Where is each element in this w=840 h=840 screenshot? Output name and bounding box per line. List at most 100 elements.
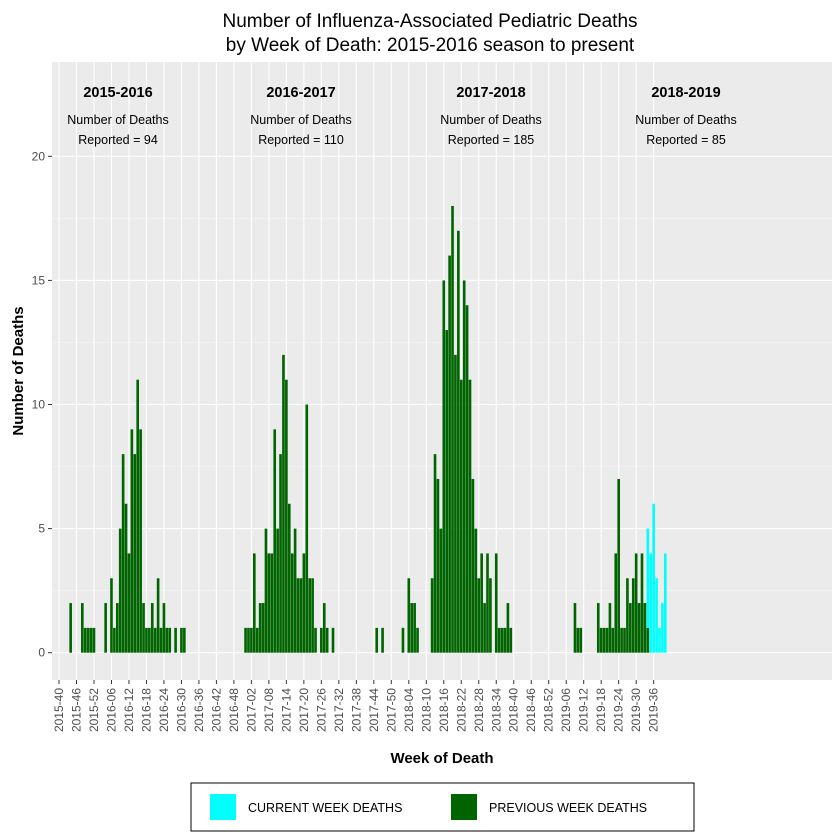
bar-previous-week [180, 627, 183, 653]
legend-box [190, 782, 695, 832]
bar-previous-week [83, 627, 87, 653]
bar-previous-week [92, 627, 96, 653]
y-tick-label: 10 [32, 398, 46, 412]
season-label: 2018-2019 [651, 85, 720, 101]
bar-previous-week [640, 553, 644, 653]
y-tick-label: 5 [38, 522, 45, 536]
x-tick-label: 2019-18 [594, 688, 608, 732]
bar-previous-week [430, 578, 434, 653]
bar-previous-week [468, 379, 472, 653]
bar-previous-week [69, 603, 72, 653]
x-tick-label: 2018-46 [524, 688, 538, 732]
bar-previous-week [497, 627, 501, 653]
bar-previous-week [145, 627, 148, 653]
x-tick-label: 2018-40 [507, 688, 521, 732]
bar-previous-week [261, 603, 265, 653]
bar-previous-week [159, 627, 163, 653]
bar-previous-week [314, 627, 317, 653]
bar-previous-week [494, 553, 498, 653]
x-tick-label: 2016-36 [192, 688, 206, 732]
legend-label-previous: PREVIOUS WEEK DEATHS [489, 801, 647, 815]
x-tick-label: 2017-44 [367, 688, 381, 732]
x-tick-label: 2017-50 [384, 688, 398, 732]
bar-previous-week [162, 603, 166, 653]
bar-previous-week [150, 603, 154, 653]
bar-previous-week [448, 255, 451, 653]
bar-previous-week [311, 578, 314, 653]
bar-previous-week [509, 627, 513, 653]
bar-previous-week [104, 603, 107, 653]
season-annotation: 2016-2017 Number of Deaths Reported = 110 [250, 85, 351, 147]
bar-previous-week [113, 627, 116, 653]
x-tick-label: 2019-24 [612, 688, 626, 732]
bar-previous-week [436, 478, 440, 653]
bar-previous-week [596, 603, 600, 653]
bar-previous-week [413, 603, 416, 653]
bar-previous-week [445, 330, 449, 653]
bar-previous-week [465, 305, 469, 653]
chart-title-line-1: Number of Influenza-Associated Pediatric… [222, 11, 637, 32]
bar-previous-week [81, 603, 84, 653]
bar-previous-week [375, 627, 379, 653]
bar-previous-week [258, 603, 262, 653]
bar-previous-week [148, 627, 151, 653]
legend-swatch-current [210, 794, 236, 820]
x-tick-label: 2017-14 [279, 688, 293, 732]
bar-previous-week [451, 205, 454, 653]
bar-previous-week [305, 404, 309, 653]
bar-previous-week [285, 379, 288, 653]
bar-previous-week [474, 528, 478, 653]
bar-previous-week [602, 627, 606, 653]
bar-previous-week [608, 603, 612, 653]
bar-previous-week [276, 528, 279, 653]
bar-previous-week [89, 627, 93, 653]
y-tick-label: 0 [38, 646, 45, 660]
x-tick-label: 2016-48 [227, 688, 241, 732]
bar-previous-week [486, 553, 489, 653]
x-tick-label: 2018-22 [454, 688, 468, 732]
season-sub-line-2: Reported = 185 [448, 133, 535, 147]
bar-previous-week [457, 230, 460, 653]
x-tick-label: 2015-52 [87, 688, 101, 732]
bar-previous-week [433, 454, 437, 653]
bar-previous-week [252, 553, 256, 653]
bar-previous-week [290, 553, 294, 653]
bar-previous-week [471, 478, 475, 653]
x-tick-label: 2017-02 [244, 688, 258, 732]
bar-previous-week [579, 627, 583, 653]
bar-previous-week [459, 379, 463, 653]
bar-previous-week [86, 627, 90, 653]
season-annotation: 2015-2016 Number of Deaths Reported = 94 [67, 85, 168, 147]
bar-current-week [652, 503, 655, 653]
season-label: 2016-2017 [266, 85, 335, 101]
x-tick-label: 2018-16 [437, 688, 451, 732]
bar-previous-week [643, 603, 647, 653]
bar-previous-week [626, 578, 629, 653]
bar-current-week [646, 528, 650, 628]
bar-current-week [649, 553, 653, 653]
bar-previous-week [623, 627, 626, 653]
season-sub-line-1: Number of Deaths [440, 113, 541, 127]
x-tick-label: 2017-26 [314, 688, 328, 732]
bar-previous-week [576, 627, 580, 653]
bar-previous-week [139, 429, 142, 653]
y-tick-label: 15 [32, 273, 46, 287]
x-tick-label: 2015-46 [69, 688, 83, 732]
bar-previous-week [617, 478, 620, 653]
legend: CURRENT WEEK DEATHS PREVIOUS WEEK DEATHS [190, 782, 695, 832]
bar-previous-week [121, 454, 125, 653]
x-tick-label: 2016-18 [139, 688, 153, 732]
bar-previous-week [247, 627, 250, 653]
bar-previous-week [407, 578, 411, 653]
season-sub-line-1: Number of Deaths [250, 113, 351, 127]
bar-previous-week [168, 627, 172, 653]
bar-previous-week [110, 578, 113, 653]
x-tick-label: 2017-08 [262, 688, 276, 732]
x-tick-label: 2019-06 [559, 688, 573, 732]
x-tick-label: 2019-12 [577, 688, 591, 732]
legend-label-current: CURRENT WEEK DEATHS [248, 801, 402, 815]
bar-previous-week [282, 354, 285, 653]
bar-previous-week [483, 603, 486, 653]
